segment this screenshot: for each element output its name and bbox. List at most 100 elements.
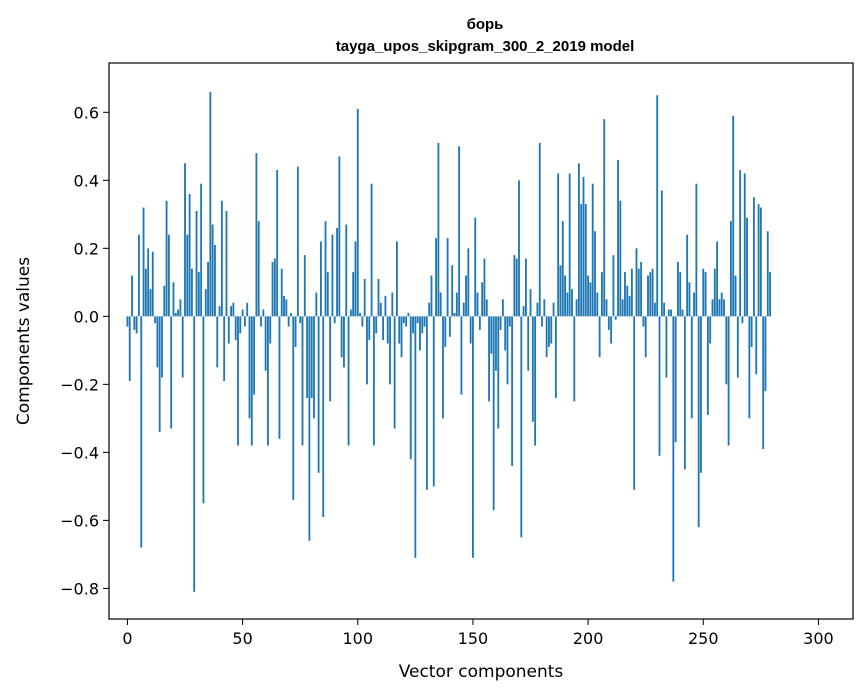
bar-195: [575, 299, 578, 317]
bar-246: [693, 292, 695, 317]
y-tick-label: 0.0: [74, 307, 99, 326]
bar-217: [626, 285, 629, 317]
plot-frame: [108, 62, 854, 620]
bar-43: [225, 210, 228, 317]
bar-44: [227, 316, 230, 344]
bar-16: [163, 285, 166, 317]
bar-7: [142, 207, 145, 317]
bar-72: [292, 316, 295, 500]
bar-132: [430, 275, 433, 317]
bar-186: [554, 316, 557, 398]
bar-143: [455, 292, 458, 317]
bar-40: [218, 306, 221, 317]
bar-234: [665, 316, 668, 378]
bar-150: [472, 316, 474, 558]
bar-3: [133, 316, 136, 330]
bar-95: [345, 224, 348, 317]
bar-193: [571, 289, 573, 317]
bar-74: [296, 166, 299, 317]
bar-77: [303, 255, 306, 317]
bar-212: [614, 316, 617, 320]
bar-267: [741, 316, 744, 324]
bar-227: [649, 272, 652, 317]
bar-179: [538, 142, 541, 317]
bar-172: [522, 306, 525, 317]
bar-202: [591, 183, 594, 317]
bar-69: [285, 299, 288, 317]
bar-223: [640, 261, 643, 317]
bar-247: [695, 183, 698, 317]
bar-238: [674, 316, 677, 443]
bar-155: [483, 258, 486, 317]
x-tick-label: 300: [803, 629, 834, 648]
bar-166: [508, 316, 511, 327]
bar-128: [421, 316, 424, 334]
bar-61: [267, 316, 269, 446]
bar-244: [688, 282, 691, 317]
bar-188: [559, 265, 562, 317]
bar-30: [195, 210, 198, 317]
y-tick-label: 0.4: [74, 171, 99, 190]
bar-31: [197, 272, 200, 317]
bar-19: [170, 316, 173, 429]
bar-224: [642, 316, 645, 327]
bar-277: [764, 316, 767, 392]
bar-68: [283, 295, 285, 317]
bar-38: [214, 244, 216, 317]
bar-178: [536, 302, 539, 317]
bar-159: [492, 316, 495, 511]
bar-106: [370, 183, 373, 317]
bar-58: [260, 316, 262, 327]
bar-139: [446, 238, 449, 317]
bar-70: [287, 316, 290, 327]
bar-214: [619, 200, 622, 317]
bar-258: [720, 292, 723, 317]
bar-94: [343, 316, 345, 368]
bar-39: [216, 316, 219, 368]
bar-235: [667, 309, 670, 317]
bar-23: [179, 299, 182, 317]
bar-101: [359, 312, 361, 317]
bar-8: [144, 268, 147, 317]
bar-121: [405, 316, 408, 327]
bar-190: [564, 275, 566, 317]
bar-271: [750, 316, 753, 347]
bar-49: [239, 316, 242, 334]
bar-47: [234, 316, 237, 341]
bar-187: [557, 173, 560, 317]
bar-253: [709, 316, 712, 344]
bar-148: [467, 248, 470, 317]
bar-240: [679, 272, 682, 317]
bar-88: [329, 316, 332, 402]
bar-192: [568, 173, 571, 317]
bar-257: [718, 299, 721, 317]
bar-242: [683, 316, 686, 470]
bar-279: [769, 272, 771, 317]
bar-197: [580, 204, 583, 317]
bar-149: [469, 316, 472, 344]
bar-9: [147, 248, 150, 317]
bar-198: [582, 176, 585, 317]
bar-34: [204, 289, 207, 317]
bar-53: [248, 316, 251, 419]
bar-104: [366, 316, 368, 385]
bar-92: [338, 156, 341, 317]
bar-136: [439, 292, 442, 317]
bar-13: [156, 316, 159, 368]
bar-201: [589, 282, 592, 317]
bar-222: [637, 268, 640, 317]
bar-264: [734, 275, 737, 317]
bar-175: [529, 289, 532, 317]
bar-213: [617, 159, 619, 317]
bar-269: [746, 217, 748, 317]
bar-162: [499, 316, 502, 330]
bar-199: [584, 204, 587, 317]
bar-260: [725, 316, 728, 385]
bar-24: [181, 316, 184, 378]
bar-225: [644, 316, 647, 358]
y-tick-label: −0.6: [60, 511, 99, 530]
bar-18: [167, 234, 170, 317]
bar-28: [191, 268, 193, 317]
bar-41: [220, 200, 223, 317]
bar-57: [257, 221, 260, 317]
